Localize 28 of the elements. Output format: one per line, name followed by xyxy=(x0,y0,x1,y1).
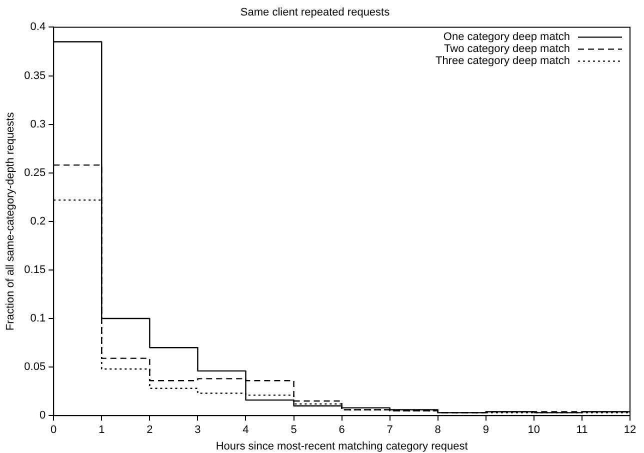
x-tick-label: 4 xyxy=(242,424,249,436)
y-tick-label: 0.4 xyxy=(30,21,46,34)
y-tick-label: 0.3 xyxy=(30,118,46,130)
x-tick-label: 9 xyxy=(482,424,489,436)
x-tick-label: 12 xyxy=(624,424,636,436)
y-axis-title: Fraction of all same-category-depth requests xyxy=(4,112,17,331)
x-axis-title: Hours since most-recent matching category request xyxy=(216,440,468,452)
x-tick-label: 2 xyxy=(146,424,153,436)
x-tick-label: 11 xyxy=(576,424,588,436)
y-tick-label: 0.15 xyxy=(24,264,46,276)
y-tick-label: 0.05 xyxy=(24,361,46,374)
y-tick-label: 0.1 xyxy=(30,312,46,325)
y-tick-label: 0 xyxy=(39,410,46,422)
x-tick-label: 6 xyxy=(338,424,345,436)
legend-label: Three category deep match xyxy=(435,55,570,68)
x-tick-label: 8 xyxy=(434,424,441,436)
y-tick-label: 0.35 xyxy=(24,70,46,82)
x-tick-label: 7 xyxy=(386,424,393,436)
y-tick-label: 0.2 xyxy=(30,215,46,228)
legend-label: One category deep match xyxy=(443,31,570,44)
chart-title: Same client repeated requests xyxy=(240,6,390,19)
y-tick-label: 0.25 xyxy=(24,166,46,179)
legend-label: Two category deep match xyxy=(444,43,570,56)
x-tick-label: 5 xyxy=(290,424,297,436)
x-tick-label: 0 xyxy=(50,424,57,436)
x-tick-label: 3 xyxy=(194,424,201,436)
x-tick-label: 10 xyxy=(528,424,540,436)
x-tick-label: 1 xyxy=(98,424,105,436)
